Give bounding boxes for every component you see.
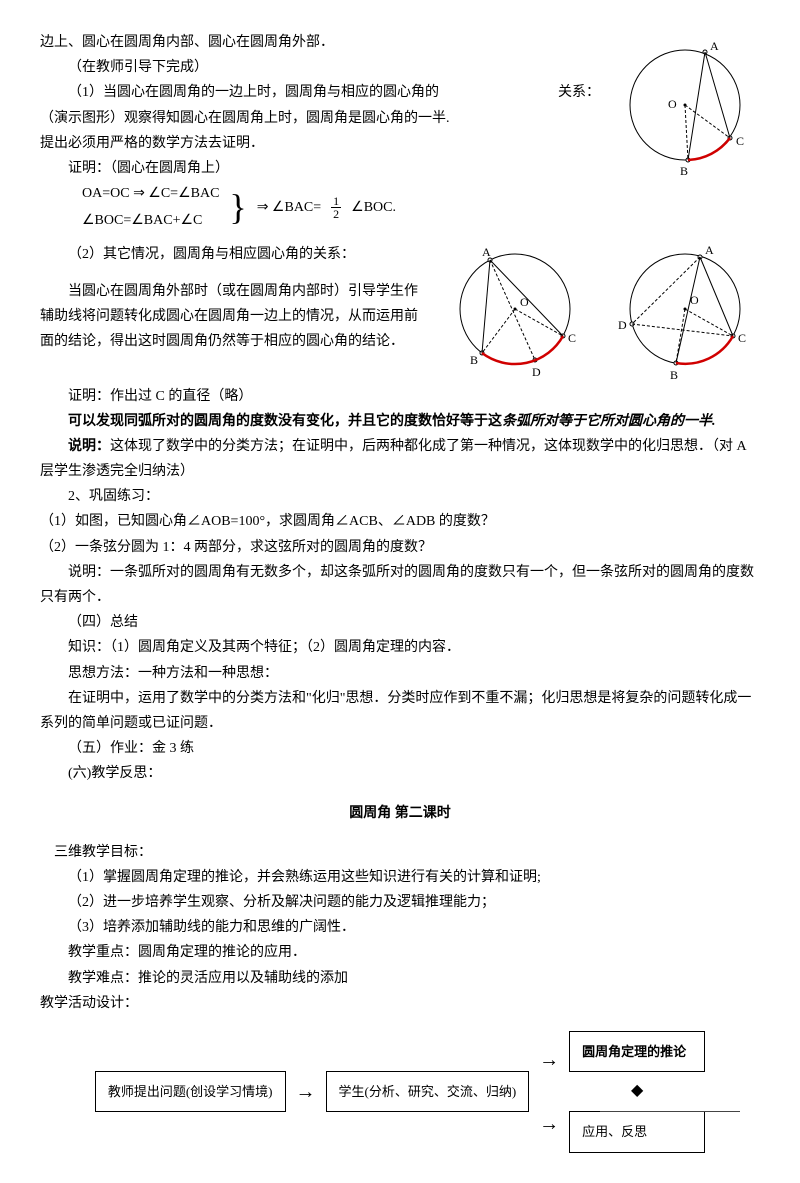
double-arrow-icon: ◆ [631, 1077, 643, 1106]
text: （四）总结 [40, 610, 760, 635]
text: （1）掌握圆周角定理的推论，并会熟练运用这些知识进行有关的计算和证明; [40, 865, 760, 890]
flowchart: 教师提出问题(创设学习情境) → 学生(分析、研究、交流、归纳) → → 圆周角… [40, 1031, 760, 1153]
text: （2）一条弦分圆为 1：4 两部分，求这弦所对的圆周角的度数？ [40, 535, 760, 560]
footer-line [600, 1111, 740, 1112]
text: 三维教学目标： [54, 840, 760, 865]
svg-text:D: D [618, 318, 627, 332]
text: 这体现了数学中的分类方法；在证明中，后两种都化成了第一种情况，这体现数学中的化归… [40, 439, 746, 479]
text: 说明：一条弧所对的圆周角有无数多个，却这条弧所对的圆周角的度数只有一个，但一条弦… [40, 560, 760, 610]
text: （五）作业：金 3 练 [40, 736, 760, 761]
text: 教学难点：推论的灵活应用以及辅助线的添加 [40, 966, 760, 991]
flow-box-1: 教师提出问题(创设学习情境) [95, 1071, 286, 1112]
text: 2、巩固练习： [40, 484, 760, 509]
figure-1: A O B C [610, 30, 760, 180]
text: 说明： [68, 439, 110, 454]
proof-line: ∠BOC=∠BAC+∠C [82, 208, 219, 233]
text: 教学活动设计： [40, 991, 760, 1016]
proof-result: ∠BOC. [351, 195, 396, 220]
flow-box-3: 圆周角定理的推论 [569, 1031, 705, 1072]
text: 条弧所对等于它所对圆心角的一半. [502, 414, 716, 429]
svg-text:A: A [710, 39, 719, 53]
proof-result: ⇒ ∠BAC= [257, 195, 321, 220]
svg-text:O: O [668, 97, 677, 111]
proof-line: OA=OC ⇒ ∠C=∠BAC [82, 181, 219, 206]
text: （3）培养添加辅助线的能力和思维的广阔性． [40, 915, 760, 940]
svg-text:C: C [568, 331, 576, 345]
svg-text:B: B [470, 353, 478, 367]
svg-text:D: D [532, 365, 541, 379]
text: 可以发现同弧所对的圆周角的度数没有变化，并且它的度数恰好等于这 [68, 414, 502, 429]
text: 关系： [530, 80, 600, 105]
svg-text:C: C [738, 331, 746, 345]
section-title: 圆周角 第二课时 [40, 801, 760, 826]
text: 知识：（1）圆周角定义及其两个特征；（2）圆周角定理的内容． [40, 635, 760, 660]
brace-icon: } [229, 189, 246, 225]
text: 在证明中，运用了数学中的分类方法和"化归"思想．分类时应作到不重不漏；化归思想是… [40, 686, 760, 736]
text: （1）如图，已知圆心角∠AOB=100°，求圆周角∠ACB、∠ADB 的度数？ [40, 509, 760, 534]
text: 证明：作出过 C 的直径（略） [40, 384, 760, 409]
svg-text:A: A [705, 243, 714, 257]
svg-text:C: C [736, 134, 744, 148]
text: 可以发现同弧所对的圆周角的度数没有变化，并且它的度数恰好等于这条弧所对等于它所对… [40, 409, 760, 434]
text: 说明：这体现了数学中的分类方法；在证明中，后两种都化成了第一种情况，这体现数学中… [40, 434, 760, 484]
fraction: 12 [331, 195, 341, 220]
svg-text:B: B [680, 164, 688, 178]
svg-text:B: B [670, 368, 678, 382]
flow-box-2: 学生(分析、研究、交流、归纳) [326, 1071, 530, 1112]
figures-2-3: O A B C D O A D B C [440, 234, 760, 384]
arrow-icon: → [296, 1074, 316, 1110]
arrow-split: → → [539, 1042, 559, 1142]
text: （2）进一步培养学生观察、分析及解决问题的能力及逻辑推理能力； [40, 890, 760, 915]
svg-text:O: O [520, 295, 529, 309]
text: 思想方法：一种方法和一种思想： [40, 661, 760, 686]
svg-text:A: A [482, 245, 491, 259]
text: (六)教学反思： [40, 761, 760, 786]
proof-equation: OA=OC ⇒ ∠C=∠BAC ∠BOC=∠BAC+∠C } ⇒ ∠BAC= 1… [82, 181, 760, 233]
text: （1）当圆心在圆周角的一边上时，圆周角与相应的圆心角的 [68, 85, 439, 100]
text: 教学重点：圆周角定理的推论的应用． [40, 940, 760, 965]
